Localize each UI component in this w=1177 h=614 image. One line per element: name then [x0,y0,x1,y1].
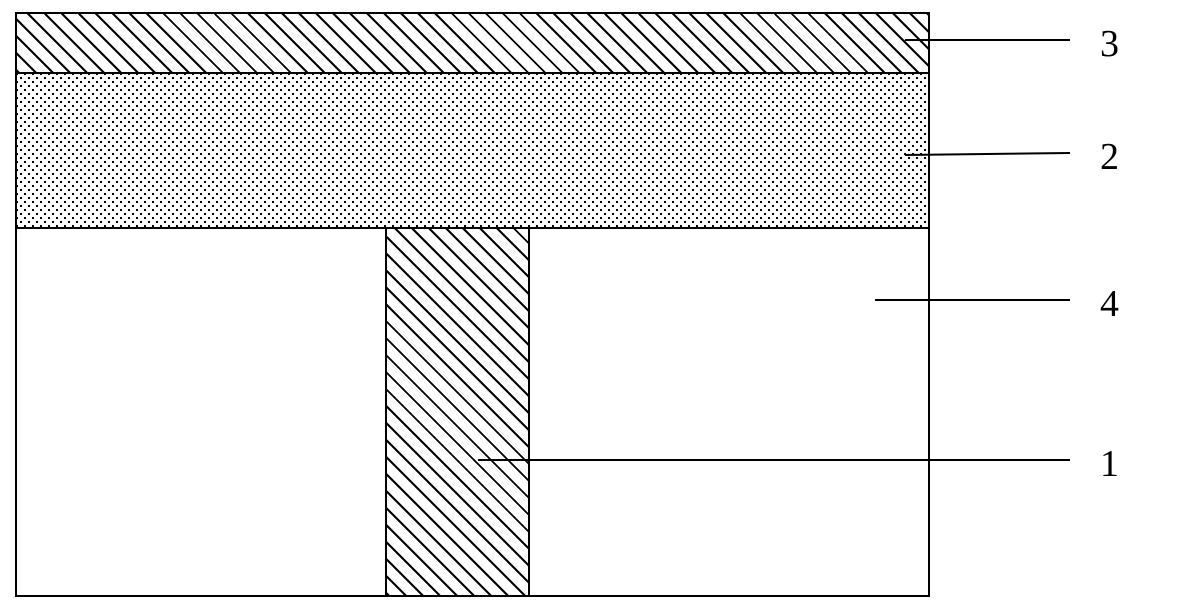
label-1: 1 [1100,445,1119,483]
label-2: 2 [1100,138,1119,176]
layer-2-stippled [17,74,928,227]
label-3: 3 [1100,25,1119,63]
layer-3-top-hatched [17,14,928,72]
figure-canvas: 3 2 4 1 [0,0,1177,614]
region-1-plug-hatched [385,229,530,595]
label-4: 4 [1100,285,1119,323]
